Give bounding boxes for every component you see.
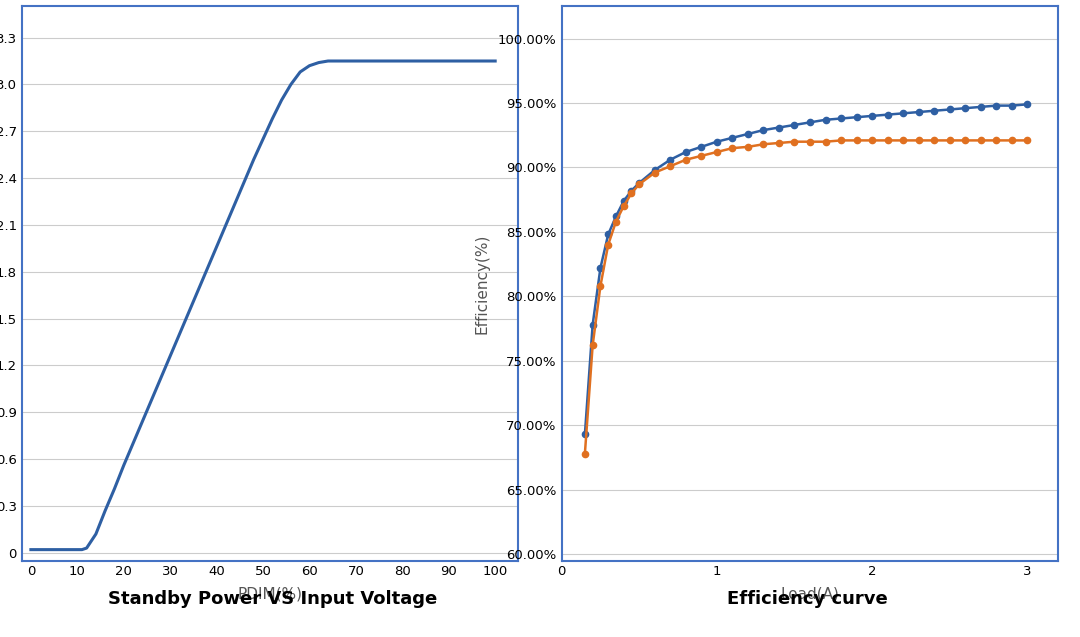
X-axis label: Load(A): Load(A) [781, 587, 839, 602]
230Vac [648, 166, 661, 174]
230Vac [586, 321, 599, 329]
115Vac [819, 138, 832, 145]
115Vac [959, 136, 972, 144]
230Vac [618, 197, 631, 205]
230Vac [594, 264, 607, 272]
230Vac [913, 108, 926, 116]
230Vac [866, 112, 879, 120]
230Vac [757, 126, 770, 134]
115Vac [835, 136, 848, 144]
230Vac [1021, 101, 1034, 108]
230Vac [694, 143, 707, 151]
115Vac [586, 341, 599, 349]
230Vac [679, 148, 692, 156]
230Vac [959, 104, 972, 112]
230Vac [835, 115, 848, 122]
230Vac [819, 116, 832, 124]
230Vac [711, 138, 724, 145]
115Vac [594, 282, 607, 290]
230Vac [1005, 102, 1018, 110]
115Vac [711, 148, 724, 156]
230Vac [726, 134, 739, 141]
115Vac [742, 143, 755, 151]
Text: Standby Power VS Input Voltage: Standby Power VS Input Voltage [108, 590, 437, 608]
115Vac [633, 180, 646, 188]
115Vac [850, 136, 863, 144]
230Vac [928, 107, 941, 115]
230Vac [579, 431, 592, 438]
115Vac [896, 136, 909, 144]
115Vac [1021, 136, 1034, 144]
230Vac [602, 231, 615, 238]
Line: 230Vac: 230Vac [582, 101, 1030, 438]
115Vac [679, 156, 692, 164]
230Vac [990, 102, 1003, 110]
230Vac [943, 106, 956, 113]
230Vac [896, 110, 909, 117]
115Vac [866, 136, 879, 144]
230Vac [850, 113, 863, 121]
115Vac [618, 203, 631, 210]
230Vac [804, 118, 816, 126]
115Vac [579, 450, 592, 457]
230Vac [788, 121, 801, 129]
115Vac [772, 139, 785, 147]
115Vac [788, 138, 801, 145]
Y-axis label: Efficiency(%): Efficiency(%) [474, 233, 489, 334]
230Vac [633, 179, 646, 187]
115Vac [726, 145, 739, 152]
230Vac [625, 187, 638, 194]
115Vac [974, 136, 987, 144]
115Vac [757, 140, 770, 148]
115Vac [881, 136, 894, 144]
115Vac [913, 136, 926, 144]
115Vac [804, 138, 816, 145]
230Vac [772, 124, 785, 131]
230Vac [742, 130, 755, 138]
X-axis label: PDIM(%): PDIM(%) [238, 587, 302, 602]
Line: 115Vac: 115Vac [582, 138, 1030, 457]
115Vac [694, 152, 707, 160]
115Vac [928, 136, 941, 144]
115Vac [625, 189, 638, 197]
Text: Efficiency curve: Efficiency curve [727, 590, 888, 608]
115Vac [602, 241, 615, 248]
115Vac [609, 218, 622, 225]
115Vac [943, 136, 956, 144]
115Vac [990, 136, 1003, 144]
115Vac [664, 162, 677, 170]
230Vac [664, 156, 677, 164]
230Vac [609, 213, 622, 220]
230Vac [881, 111, 894, 118]
230Vac [974, 103, 987, 111]
115Vac [648, 169, 661, 176]
115Vac [1005, 136, 1018, 144]
